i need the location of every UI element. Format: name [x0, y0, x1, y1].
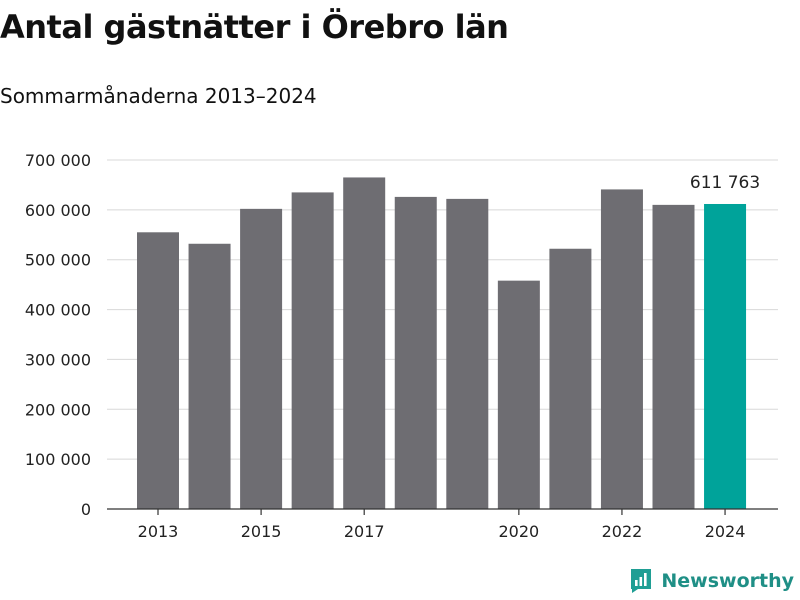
bar	[446, 198, 489, 510]
bar	[343, 177, 386, 509]
bar	[240, 208, 283, 510]
y-tick-label: 100 000	[25, 450, 91, 469]
x-tick-label: 2017	[344, 522, 385, 541]
y-tick-label: 600 000	[25, 201, 91, 220]
y-tick-label: 300 000	[25, 350, 91, 369]
brand-name: Newsworthy	[661, 570, 794, 592]
y-tick-label: 0	[81, 500, 91, 519]
bar	[549, 248, 592, 509]
data-label: 611 763	[690, 173, 760, 193]
chart-subtitle: Sommarmånaderna 2013–2024	[0, 84, 317, 108]
x-tick-label: 2020	[498, 522, 539, 541]
y-tick-label: 200 000	[25, 400, 91, 419]
bar	[188, 243, 231, 509]
x-tick-label: 2022	[602, 522, 643, 541]
x-tick-label: 2024	[705, 522, 746, 541]
x-tick-label: 2013	[138, 522, 179, 541]
bar	[291, 192, 334, 509]
bar	[704, 203, 747, 510]
x-tick-label: 2015	[241, 522, 282, 541]
y-tick-label: 700 000	[25, 151, 91, 170]
bar	[394, 196, 437, 509]
bar	[652, 204, 695, 509]
bar	[600, 189, 643, 509]
newsworthy-chart-logo-icon	[631, 569, 652, 593]
brand-logo: Newsworthy	[629, 568, 794, 594]
bar	[137, 232, 179, 510]
chart-title: Antal gästnätter i Örebro län	[0, 8, 509, 46]
y-tick-label: 400 000	[25, 301, 91, 320]
y-tick-label: 500 000	[25, 251, 91, 270]
bar	[497, 280, 540, 509]
